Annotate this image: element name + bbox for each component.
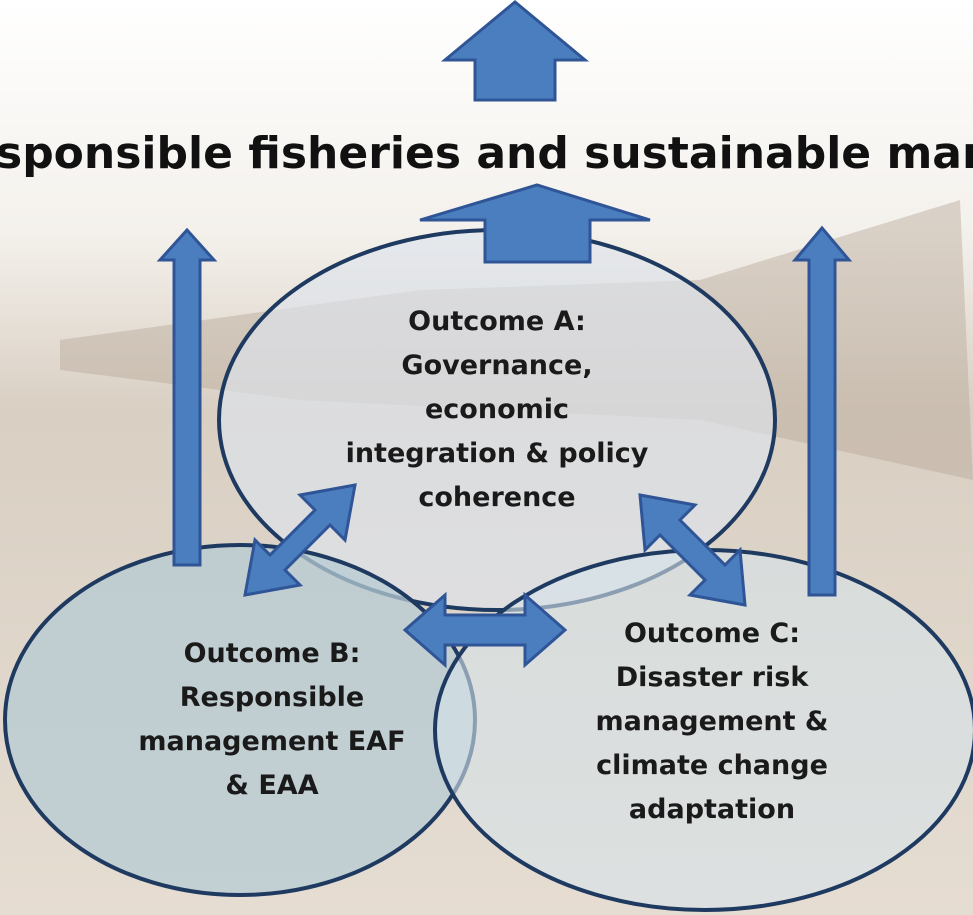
outcome-line: Disaster risk bbox=[616, 662, 810, 693]
outcome-line: & EAA bbox=[225, 770, 318, 801]
outcome-b-ellipse bbox=[5, 545, 475, 895]
outcome-line: adaptation bbox=[629, 794, 795, 825]
outcome-line: management EAF bbox=[138, 726, 405, 757]
outcome-line: Outcome C: bbox=[624, 618, 800, 649]
outcome-line: Governance, bbox=[401, 350, 592, 381]
diagram: sponsible fisheries and sustainable mana… bbox=[0, 0, 973, 915]
heading: sponsible fisheries and sustainable mana bbox=[0, 128, 973, 179]
page: sponsible fisheries and sustainable mana… bbox=[0, 0, 973, 915]
outcome-line: coherence bbox=[418, 482, 575, 513]
outcome-line: management & bbox=[596, 706, 829, 737]
outcome-line: integration & policy bbox=[346, 438, 649, 469]
outcome-line: Responsible bbox=[180, 682, 365, 713]
outcome-line: economic bbox=[425, 394, 569, 425]
outcome-line: climate change bbox=[596, 750, 828, 781]
outcome-line: Outcome A: bbox=[408, 306, 586, 337]
outcome-line: Outcome B: bbox=[184, 638, 361, 669]
